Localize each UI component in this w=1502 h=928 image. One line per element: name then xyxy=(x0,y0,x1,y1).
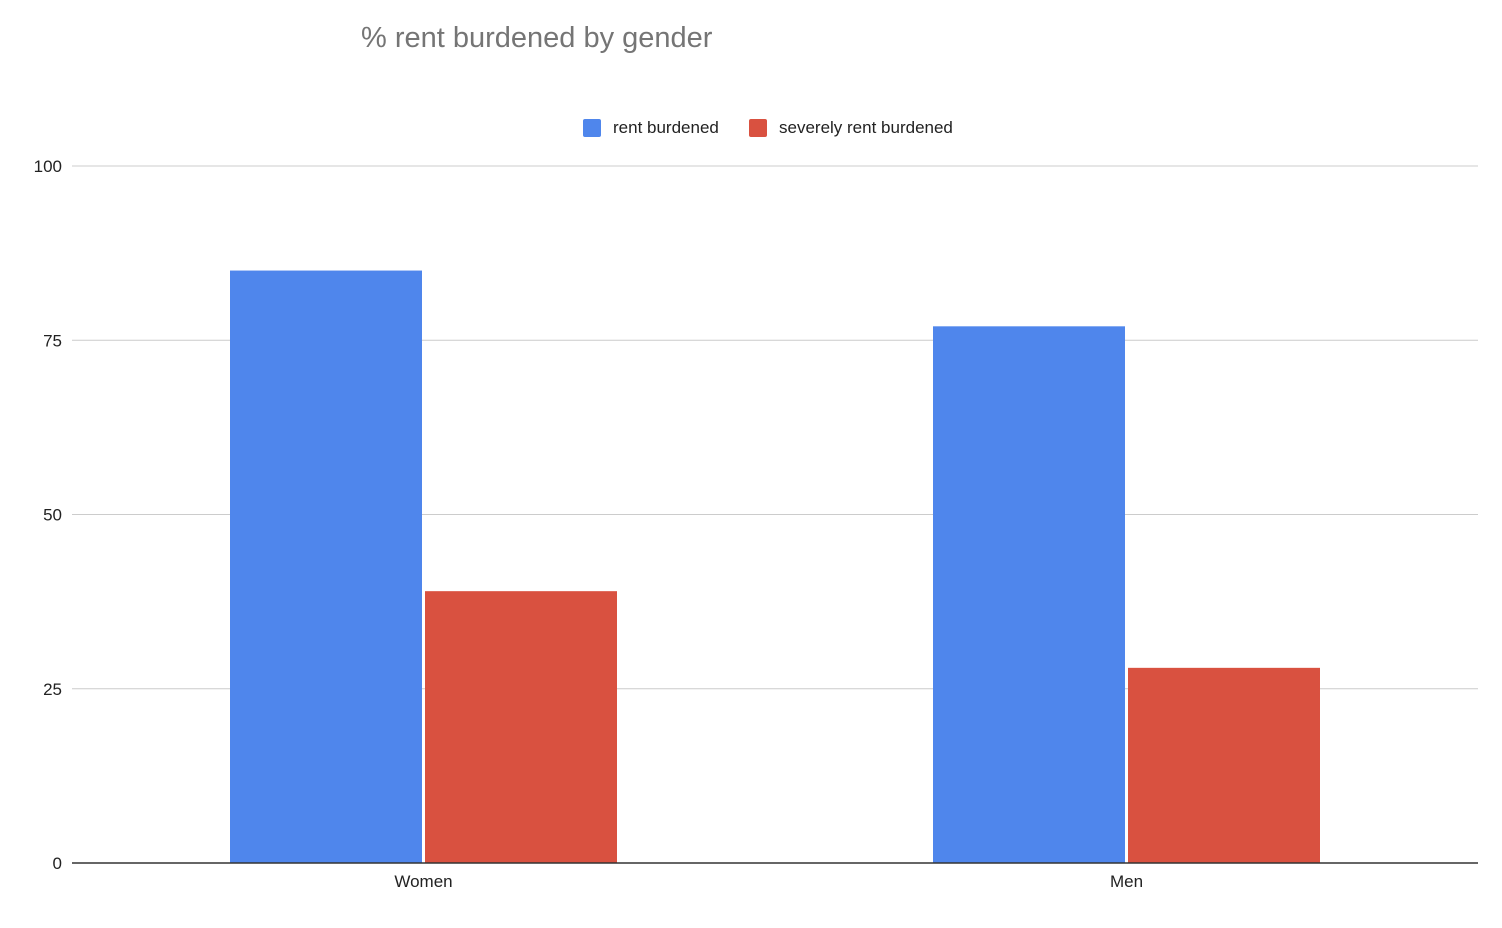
y-tick-label-25: 25 xyxy=(43,680,62,699)
chart-title: % rent burdened by gender xyxy=(361,22,713,54)
legend-item-severely-rent-burdened[interactable]: severely rent burdened xyxy=(749,117,953,139)
legend-label-rent-burdened: rent burdened xyxy=(613,118,719,137)
bar-men-rent-burdened[interactable] xyxy=(933,326,1125,863)
x-tick-label-women: Women xyxy=(394,872,452,891)
tick-labels: 0 25 50 75 100 Women Men xyxy=(34,157,1143,891)
bar-women-rent-burdened[interactable] xyxy=(230,270,422,863)
bars xyxy=(230,270,1320,863)
y-tick-label-100: 100 xyxy=(34,157,62,176)
x-tick-label-men: Men xyxy=(1110,872,1143,891)
legend-swatch-severely-rent-burdened xyxy=(749,119,767,137)
y-tick-label-0: 0 xyxy=(53,854,62,873)
y-tick-label-50: 50 xyxy=(43,506,62,525)
legend-label-severely-rent-burdened: severely rent burdened xyxy=(779,118,953,137)
bar-men-severely-rent-burdened[interactable] xyxy=(1128,667,1320,863)
y-tick-label-75: 75 xyxy=(43,331,62,350)
legend-item-rent-burdened[interactable]: rent burdened xyxy=(583,117,719,139)
bar-women-severely-rent-burdened[interactable] xyxy=(425,591,617,863)
legend-swatch-rent-burdened xyxy=(583,119,601,137)
chart-legend: rent burdened severely rent burdened xyxy=(0,117,1502,139)
